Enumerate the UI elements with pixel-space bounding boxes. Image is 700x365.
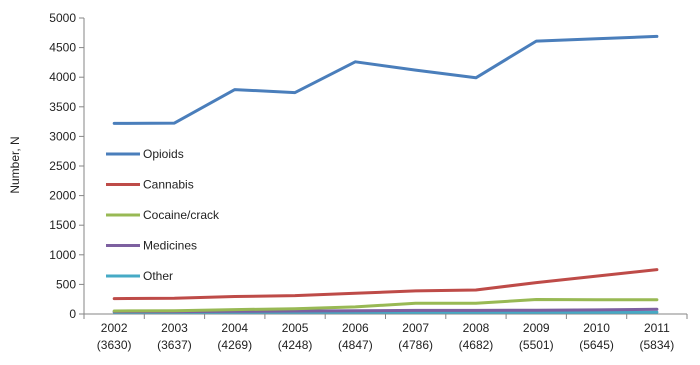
y-tick-label: 1000: [49, 248, 76, 262]
x-tick-total-label: (5501): [519, 338, 554, 352]
x-tick-label: 2004: [221, 321, 248, 335]
x-tick-total-label: (3630): [97, 338, 132, 352]
legend-label: Cannabis: [143, 178, 194, 192]
y-tick-label: 4500: [49, 41, 76, 55]
x-axis: 2002 (3630) 2003 (3637) 2004 (4269) 2005 (4248)…: [83, 313, 688, 352]
legend-label: Other: [143, 269, 173, 283]
x-tick-total-label: (5834): [640, 338, 675, 352]
y-tick-label: 3500: [49, 100, 76, 114]
legend-label: Cocaine/crack: [143, 208, 220, 222]
y-tick-label: 4000: [49, 70, 76, 84]
y-axis-ticks: 0 500 1000 1500 2000 2500 3000 3500 4000 4500 5000: [49, 11, 85, 321]
y-tick-label: 3000: [49, 129, 76, 143]
y-tick-label: 0: [69, 307, 76, 321]
y-tick-label: 2500: [49, 159, 76, 173]
x-tick-total-label: (4682): [459, 338, 494, 352]
x-tick-total-label: (4248): [278, 338, 313, 352]
x-tick-label: 2003: [161, 321, 188, 335]
series-lines: [112, 34, 659, 314]
series-line-cocaine-crack: [112, 298, 659, 313]
x-tick-label: 2002: [101, 321, 128, 335]
y-axis-label: Number, N: [8, 136, 22, 193]
x-tick-total-label: (5645): [579, 338, 614, 352]
x-tick-total-label: (4847): [338, 338, 373, 352]
legend-label: Opioids: [143, 147, 184, 161]
x-tick-label: 2007: [402, 321, 429, 335]
series-line-opioids: [112, 34, 659, 125]
y-tick-label: 5000: [49, 11, 76, 25]
y-tick-label: 1500: [49, 218, 76, 232]
x-tick-label: 2005: [282, 321, 309, 335]
y-tick-label: 500: [56, 277, 76, 291]
y-tick-label: 2000: [49, 189, 76, 203]
x-tick-label: 2008: [463, 321, 490, 335]
x-tick-label: 2009: [523, 321, 550, 335]
legend-label: Medicines: [143, 239, 197, 253]
x-tick-label: 2006: [342, 321, 369, 335]
x-tick-label: 2010: [583, 321, 610, 335]
x-tick-total-label: (4269): [217, 338, 252, 352]
series-line-cannabis: [112, 268, 659, 301]
x-tick-total-label: (4786): [398, 338, 433, 352]
legend: Opioids Cannabis Cocaine/crack Medicines Oth…: [96, 140, 254, 292]
x-tick-total-label: (3637): [157, 338, 192, 352]
x-tick-label: 2011: [644, 321, 670, 335]
